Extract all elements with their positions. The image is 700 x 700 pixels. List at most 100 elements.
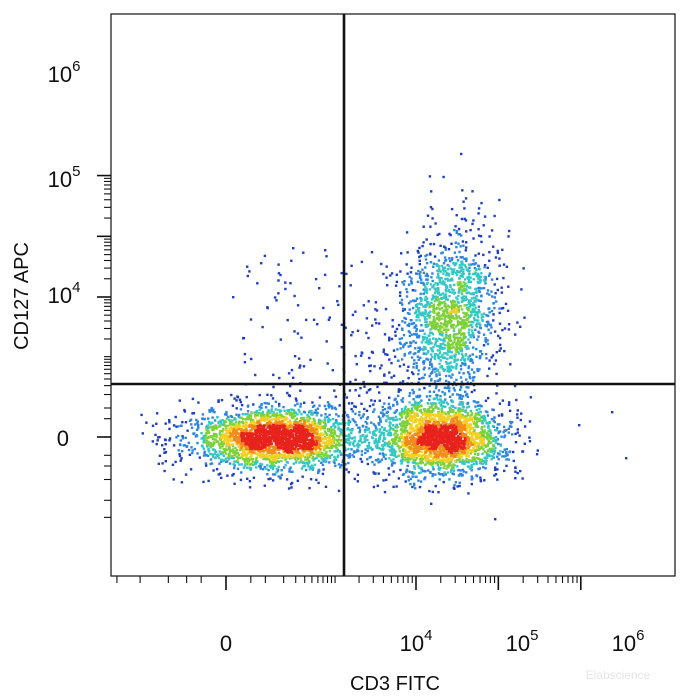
event-dot [459,274,462,278]
event-dot [164,422,167,425]
event-dot [409,427,412,430]
event-dot [457,289,461,293]
event-dot [246,416,249,419]
event-dot [421,268,424,271]
event-dot [463,312,467,315]
event-dot [314,451,317,455]
event-dot [483,417,487,420]
event-dot [437,423,441,426]
event-dot [289,384,292,388]
event-dot [453,306,456,309]
event-dot [418,471,421,475]
event-dot [453,358,456,361]
event-dot [483,275,486,279]
event-dot [469,452,472,455]
event-dot [437,357,441,360]
event-dot [440,409,444,413]
event-dot [458,457,461,460]
event-dot [266,457,269,460]
event-dot [366,458,369,461]
event-dot [245,459,248,462]
event-dot [394,397,397,400]
event-dot [279,477,282,480]
event-dot [377,437,381,440]
event-dot [459,395,462,399]
event-dot [466,460,469,464]
event-dot [451,400,454,404]
event-dot [457,307,460,310]
event-dot [467,386,470,389]
event-dot [443,356,447,360]
event-dot [462,295,465,298]
event-dot [503,349,506,353]
event-dot [372,471,375,474]
event-dot [265,455,268,458]
event-dot [410,415,414,419]
event-dot [278,456,282,459]
event-dot [344,449,347,452]
event-dot [374,308,377,311]
event-dot [414,347,417,350]
event-dot [414,458,417,462]
event-dot [237,421,240,425]
event-dot [433,450,436,453]
event-dot [486,455,490,458]
event-dot [477,305,481,308]
event-dot [449,361,452,364]
event-dot [439,322,443,325]
event-dot [412,412,415,415]
event-dot [339,466,342,469]
event-dot [408,419,411,422]
event-dot [356,473,360,476]
event-dot [467,437,471,441]
event-dot [443,281,446,284]
event-dot [222,433,225,436]
event-dot [271,397,275,400]
event-dot [330,426,333,429]
event-dot [447,459,450,463]
event-dot [216,416,219,419]
event-dot [397,388,401,391]
event-dot [438,379,441,382]
event-dot [464,219,468,222]
event-dot [465,471,468,474]
event-dot [351,313,355,317]
event-dot [463,298,466,301]
event-dot [225,435,228,439]
event-dot [254,426,257,430]
event-dot [453,251,457,254]
event-dot [410,446,413,449]
event-dot [460,346,463,350]
event-dot [414,289,417,292]
event-dot [440,306,443,310]
event-dot [446,365,449,369]
event-dot [465,346,469,349]
event-dot [395,400,399,403]
event-dot [437,345,441,348]
event-dot [202,438,205,442]
event-dot [433,397,436,400]
event-dot [473,296,476,299]
event-dot [475,322,479,325]
event-dot [440,264,444,268]
event-dot [310,464,314,467]
event-dot [497,458,500,461]
event-dot [403,424,406,427]
event-dot [270,466,273,469]
event-dot [331,417,335,421]
event-dot [453,300,457,303]
event-dot [492,439,495,443]
event-dot [424,347,427,350]
event-dot [225,444,228,447]
event-dot [463,332,466,335]
event-dot [193,447,196,451]
event-dot [403,456,406,459]
event-dot [471,326,474,329]
event-dot [425,318,428,321]
event-dot [318,287,321,290]
event-dot [388,336,391,339]
event-dot [415,451,418,454]
event-dot [353,405,356,408]
event-dot [410,356,414,359]
event-dot [244,424,247,427]
